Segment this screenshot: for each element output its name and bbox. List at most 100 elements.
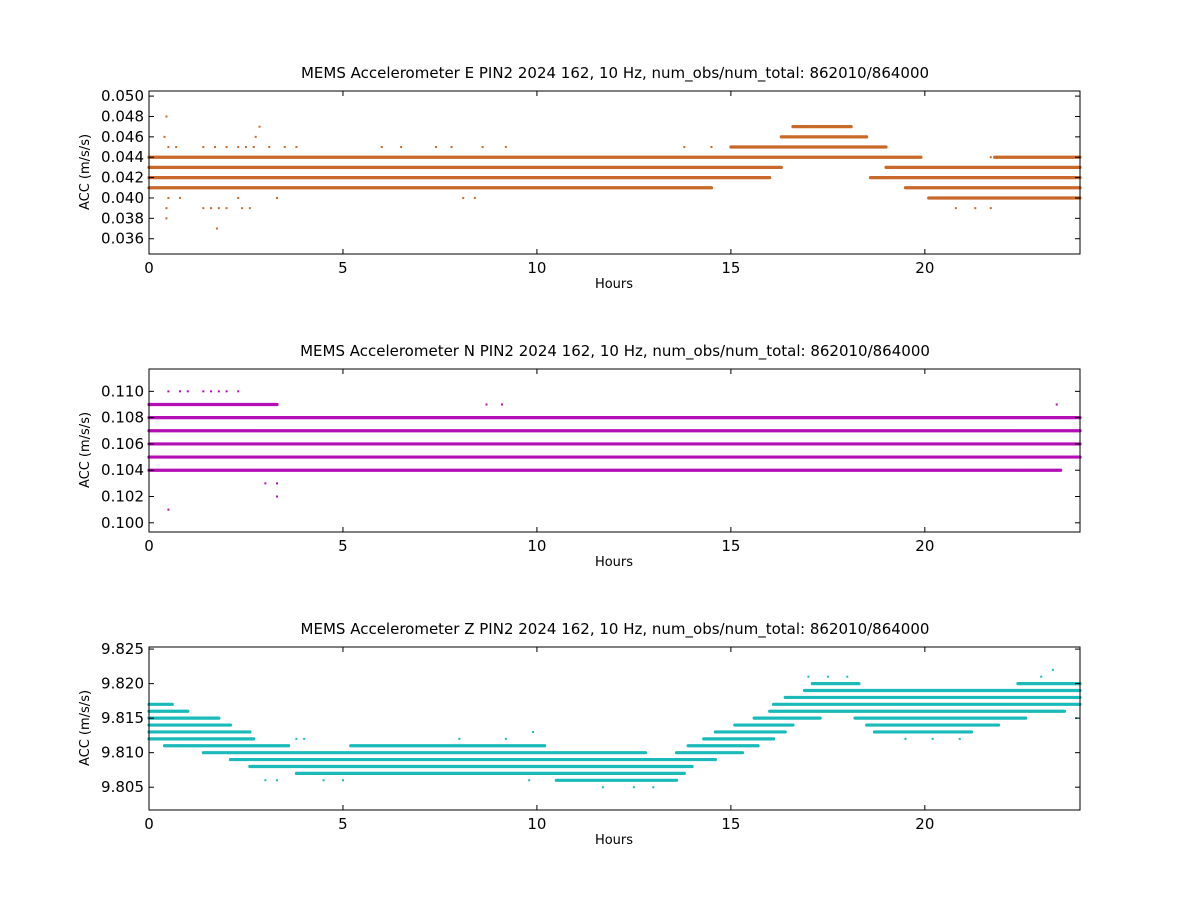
chart-e-point-10 [258, 125, 261, 128]
chart-e-y-ticks: 0.036 0.038 0.040 0.042 0.044 0.046 0.048 0.050 [101, 87, 1080, 248]
chart-z-xtick-label-2: 10 [527, 815, 546, 833]
chart-n-ytick-label-3: 0.106 [101, 435, 144, 453]
chart-n-ytick-label-4: 0.108 [101, 409, 144, 427]
chart-e-point-24 [179, 196, 182, 199]
chart-n-xtick-label-1: 5 [338, 537, 348, 555]
chart-z-point-23 [904, 737, 907, 740]
chart-n-point-13 [276, 495, 279, 498]
chart-e-point-19 [481, 146, 484, 149]
chart-z-point-20 [1051, 668, 1054, 671]
chart-e: MEMS Accelerometer E PIN2 2024 162, 10 H… [78, 64, 1082, 292]
chart-e-xtick-label-4: 20 [915, 259, 934, 277]
chart-e-ylabel: ACC (m/s/s) [78, 134, 93, 210]
chart-e-point-4 [202, 146, 205, 149]
chart-e-point-26 [165, 217, 168, 220]
chart-e-point-27 [202, 207, 205, 210]
chart-e-point-18 [450, 146, 453, 149]
chart-e-point-15 [380, 146, 383, 149]
chart-z-xtick-label-0: 0 [144, 815, 154, 833]
chart-n-point-9 [501, 403, 504, 406]
chart-z-point-10 [303, 737, 306, 740]
chart-z-ytick-label-2: 9.815 [101, 709, 144, 727]
chart-e-point-8 [244, 146, 247, 149]
chart-e-point-43 [1059, 196, 1062, 199]
chart-n-ylabel: ACC (m/s/s) [78, 412, 93, 488]
chart-n-point-2 [186, 390, 189, 393]
chart-e-point-25 [165, 207, 168, 210]
chart-e-point-9 [252, 146, 255, 149]
chart-z-x-ticks: 0 5 10 15 20 [144, 647, 934, 833]
chart-n-ytick-label-2: 0.104 [101, 461, 144, 479]
chart-e-point-37 [473, 196, 476, 199]
chart-z-point-8 [601, 786, 604, 789]
chart-e-point-38 [954, 207, 957, 210]
chart-n-point-6 [225, 390, 228, 393]
chart-e-ytick-label-2: 0.040 [101, 189, 144, 207]
chart-e-ytick-label-4: 0.044 [101, 148, 144, 166]
chart-z-point-1 [276, 779, 279, 782]
chart-z-marks [147, 668, 1082, 789]
chart-z-ylabel: ACC (m/s/s) [78, 690, 93, 766]
chart-e-point-7 [237, 146, 240, 149]
chart-e-point-11 [254, 135, 257, 138]
chart-z-point-11 [458, 737, 461, 740]
chart-e-point-23 [167, 196, 170, 199]
chart-e-point-6 [225, 146, 228, 149]
chart-z-point-21 [1040, 675, 1043, 678]
chart-e-xtick-label-1: 5 [338, 259, 348, 277]
chart-n-point-1 [179, 390, 182, 393]
chart-e-point-30 [225, 207, 228, 210]
chart-e-point-42 [989, 156, 992, 159]
chart-e-point-28 [210, 207, 213, 210]
chart-e-ytick-label-3: 0.042 [101, 169, 144, 187]
chart-e-point-0 [165, 115, 168, 118]
chart-n-point-10 [1055, 403, 1058, 406]
chart-e-ytick-label-5: 0.046 [101, 128, 144, 146]
chart-e-point-17 [435, 146, 438, 149]
chart-z-point-4 [528, 779, 531, 782]
chart-n-y-ticks: 0.100 0.102 0.104 0.106 0.108 0.110 [101, 382, 1080, 532]
chart-z-point-3 [341, 779, 344, 782]
chart-n-point-0 [167, 390, 170, 393]
chart-e-frame [148, 90, 1081, 255]
chart-e-point-22 [710, 146, 713, 149]
chart-e-xlabel: Hours [595, 277, 633, 292]
chart-z: MEMS Accelerometer Z PIN2 2024 162, 10 H… [78, 620, 1082, 848]
chart-z-point-17 [896, 696, 899, 699]
chart-n-xtick-label-3: 15 [721, 537, 740, 555]
chart-e-title: MEMS Accelerometer E PIN2 2024 162, 10 H… [301, 64, 929, 83]
chart-z-point-16 [846, 675, 849, 678]
chart-z-point-19 [943, 696, 946, 699]
chart-e-point-35 [276, 196, 279, 199]
chart-e-xtick-label-0: 0 [144, 259, 154, 277]
chart-e-point-16 [400, 146, 403, 149]
chart-z-xtick-label-1: 5 [338, 815, 348, 833]
chart-z-xtick-label-3: 15 [721, 815, 740, 833]
chart-e-point-2 [167, 146, 170, 149]
chart-z-ytick-label-0: 9.805 [101, 778, 144, 796]
chart-z-ytick-label-3: 9.820 [101, 675, 144, 693]
chart-n-frame [148, 368, 1081, 533]
chart-n-point-8 [485, 403, 488, 406]
chart-e-point-31 [237, 196, 240, 199]
chart-e-point-13 [283, 146, 286, 149]
chart-e-xtick-label-3: 15 [721, 259, 740, 277]
chart-z-point-25 [958, 737, 961, 740]
chart-n-point-11 [264, 482, 267, 485]
chart-z-point-18 [923, 696, 926, 699]
chart-e-point-34 [215, 227, 218, 230]
chart-e-point-36 [462, 196, 465, 199]
chart-e-ytick-label-1: 0.038 [101, 209, 144, 227]
chart-z-point-15 [826, 675, 829, 678]
chart-n-point-3 [202, 390, 205, 393]
chart-e-point-44 [768, 146, 771, 149]
chart-z-point-7 [652, 786, 655, 789]
chart-z-point-24 [931, 737, 934, 740]
chart-n-point-14 [167, 508, 170, 511]
chart-e-point-33 [248, 207, 251, 210]
chart-e-point-5 [213, 146, 216, 149]
chart-n: MEMS Accelerometer N PIN2 2024 162, 10 H… [78, 342, 1082, 570]
chart-n-ytick-label-0: 0.100 [101, 514, 144, 532]
chart-e-point-21 [683, 146, 686, 149]
chart-e-point-41 [1001, 196, 1004, 199]
